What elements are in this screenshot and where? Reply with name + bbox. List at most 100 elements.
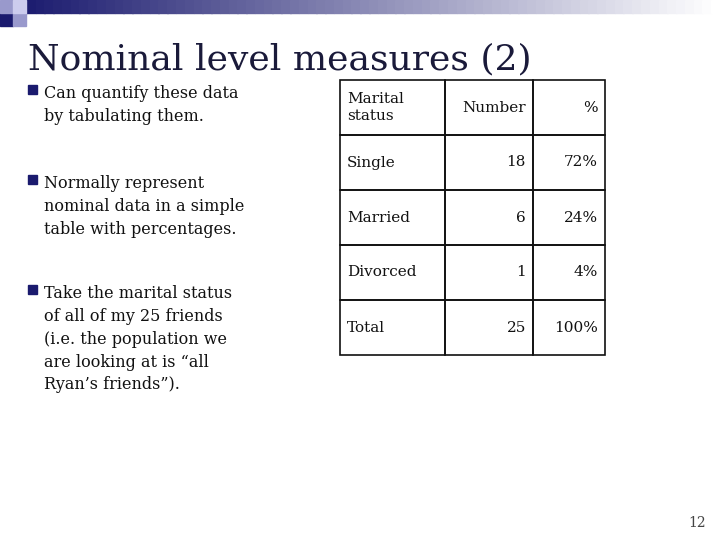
Bar bbox=[194, 0, 203, 13]
Bar bbox=[340, 300, 445, 355]
Bar bbox=[580, 0, 589, 13]
Bar bbox=[185, 0, 194, 13]
Bar bbox=[445, 245, 533, 300]
Text: 100%: 100% bbox=[554, 321, 598, 334]
Bar bbox=[28, 175, 37, 184]
Bar bbox=[340, 135, 445, 190]
Bar bbox=[641, 0, 650, 13]
Bar bbox=[360, 0, 369, 13]
Bar bbox=[483, 0, 492, 13]
Bar bbox=[307, 0, 317, 13]
Bar bbox=[238, 0, 247, 13]
Bar bbox=[544, 0, 554, 13]
Bar bbox=[18, 0, 27, 13]
Bar bbox=[71, 0, 80, 13]
Text: 12: 12 bbox=[688, 516, 706, 530]
Bar bbox=[387, 0, 396, 13]
Bar bbox=[123, 0, 132, 13]
Bar bbox=[533, 300, 605, 355]
Bar bbox=[693, 0, 703, 13]
Bar bbox=[299, 0, 308, 13]
Bar bbox=[456, 0, 466, 13]
Bar bbox=[518, 0, 528, 13]
Bar bbox=[158, 0, 168, 13]
Bar bbox=[0, 13, 13, 26]
Bar bbox=[445, 190, 533, 245]
Bar bbox=[533, 135, 605, 190]
Bar bbox=[246, 0, 256, 13]
Bar bbox=[533, 245, 605, 300]
Bar bbox=[703, 0, 712, 13]
Bar bbox=[150, 0, 159, 13]
Bar bbox=[536, 0, 545, 13]
Text: Can quantify these data
by tabulating them.: Can quantify these data by tabulating th… bbox=[44, 85, 238, 125]
Bar bbox=[106, 0, 115, 13]
Bar bbox=[340, 245, 445, 300]
Bar bbox=[413, 0, 422, 13]
Text: 25: 25 bbox=[507, 321, 526, 334]
Bar bbox=[167, 0, 176, 13]
Bar bbox=[132, 0, 141, 13]
Bar bbox=[282, 0, 291, 13]
Text: Total: Total bbox=[347, 321, 385, 334]
Bar bbox=[220, 0, 229, 13]
Bar bbox=[114, 0, 124, 13]
Bar bbox=[334, 0, 343, 13]
Bar bbox=[510, 0, 518, 13]
Bar bbox=[45, 0, 53, 13]
Text: Normally represent
nominal data in a simple
table with percentages.: Normally represent nominal data in a sim… bbox=[44, 175, 244, 238]
Bar bbox=[79, 0, 89, 13]
Bar bbox=[533, 80, 605, 135]
Text: Divorced: Divorced bbox=[347, 266, 416, 280]
Bar bbox=[369, 0, 378, 13]
Bar bbox=[445, 80, 533, 135]
Bar bbox=[445, 135, 533, 190]
Bar bbox=[97, 0, 107, 13]
Bar bbox=[466, 0, 474, 13]
Bar bbox=[141, 0, 150, 13]
Text: Marital
status: Marital status bbox=[347, 92, 404, 123]
Bar bbox=[659, 0, 668, 13]
Bar bbox=[13, 13, 26, 26]
Bar bbox=[13, 0, 26, 13]
Text: Married: Married bbox=[347, 211, 410, 225]
Bar bbox=[272, 0, 282, 13]
Bar bbox=[28, 285, 37, 294]
Bar bbox=[53, 0, 63, 13]
Bar bbox=[632, 0, 642, 13]
Bar bbox=[229, 0, 238, 13]
Bar bbox=[202, 0, 212, 13]
Bar bbox=[316, 0, 325, 13]
Bar bbox=[340, 190, 445, 245]
Text: 72%: 72% bbox=[564, 156, 598, 170]
Text: 18: 18 bbox=[507, 156, 526, 170]
Bar bbox=[343, 0, 352, 13]
Bar bbox=[404, 0, 413, 13]
Text: 1: 1 bbox=[516, 266, 526, 280]
Bar bbox=[290, 0, 300, 13]
Bar bbox=[176, 0, 185, 13]
Text: %: % bbox=[583, 100, 598, 114]
Bar bbox=[35, 0, 45, 13]
Bar bbox=[571, 0, 580, 13]
Bar bbox=[0, 0, 13, 13]
Bar bbox=[89, 0, 97, 13]
Bar bbox=[588, 0, 598, 13]
Bar bbox=[62, 0, 71, 13]
Bar bbox=[448, 0, 457, 13]
Text: Single: Single bbox=[347, 156, 396, 170]
Bar bbox=[533, 190, 605, 245]
Bar bbox=[264, 0, 273, 13]
Bar bbox=[562, 0, 572, 13]
Bar bbox=[27, 0, 36, 13]
Text: 24%: 24% bbox=[564, 211, 598, 225]
Bar bbox=[676, 0, 685, 13]
Text: Nominal level measures (2): Nominal level measures (2) bbox=[28, 42, 531, 76]
Bar bbox=[340, 80, 445, 135]
Text: 4%: 4% bbox=[574, 266, 598, 280]
Bar bbox=[553, 0, 562, 13]
Bar bbox=[378, 0, 387, 13]
Bar bbox=[431, 0, 440, 13]
Bar bbox=[711, 0, 720, 13]
Bar bbox=[624, 0, 633, 13]
